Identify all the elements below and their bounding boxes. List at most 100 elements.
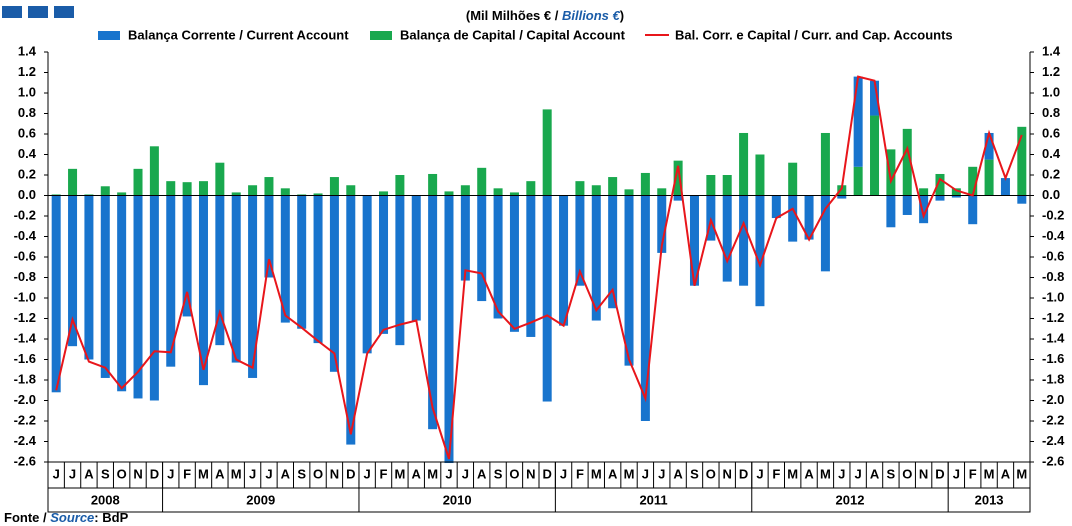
bar	[100, 195, 110, 378]
bar	[379, 195, 389, 334]
bar	[100, 186, 110, 196]
y-tick-label: -1.2	[14, 310, 36, 325]
y-tick-label: -0.6	[14, 248, 36, 263]
x-tick-label: D	[739, 466, 748, 481]
header-block	[54, 6, 74, 18]
x-tick-label: J	[167, 466, 174, 481]
bar	[820, 132, 830, 196]
bar	[460, 195, 470, 281]
x-tick-label: J	[953, 466, 960, 481]
bar	[248, 185, 258, 196]
bar	[657, 195, 667, 253]
y-tick-label: -0.4	[14, 228, 37, 243]
bar	[509, 192, 519, 196]
x-tick-label: J	[855, 466, 862, 481]
bar	[362, 195, 372, 354]
header-block	[2, 6, 22, 18]
x-tick-label: A	[281, 466, 291, 481]
bar	[919, 195, 929, 224]
y2-tick-label: 0.6	[1042, 125, 1060, 140]
x-tick-label: O	[509, 466, 519, 481]
bar	[559, 195, 569, 326]
year-label: 2013	[975, 492, 1004, 507]
y2-tick-label: 0.0	[1042, 187, 1060, 202]
x-tick-label: J	[560, 466, 567, 481]
x-tick-label: D	[935, 466, 944, 481]
bar	[739, 132, 749, 196]
bar	[853, 76, 863, 167]
x-tick-label: M	[624, 466, 635, 481]
y-tick-label: 0.6	[18, 125, 36, 140]
x-tick-label: S	[887, 466, 896, 481]
x-tick-label: F	[380, 466, 388, 481]
x-tick-label: M	[984, 466, 995, 481]
y2-tick-label: -2.0	[1042, 392, 1064, 407]
bar	[689, 195, 699, 286]
x-tick-label: J	[838, 466, 845, 481]
bar	[870, 115, 880, 196]
bar	[379, 191, 389, 196]
x-tick-label: O	[313, 466, 323, 481]
bar	[526, 195, 536, 337]
x-tick-label: J	[642, 466, 649, 481]
bar	[166, 181, 176, 196]
bar	[526, 181, 536, 196]
bar	[984, 159, 994, 196]
y2-tick-label: -0.6	[1042, 248, 1064, 263]
y2-tick-label: 0.4	[1042, 146, 1061, 161]
x-tick-label: A	[673, 466, 683, 481]
y-tick-label: -2.2	[14, 412, 36, 427]
bar	[264, 195, 274, 278]
y2-tick-label: -2.2	[1042, 412, 1064, 427]
x-tick-label: J	[249, 466, 256, 481]
bar	[444, 191, 454, 196]
x-tick-label: A	[84, 466, 94, 481]
x-tick-label: D	[542, 466, 551, 481]
bar	[902, 128, 912, 196]
bar	[722, 175, 732, 196]
bar	[886, 149, 896, 196]
year-label: 2011	[639, 492, 667, 507]
y-tick-label: 0.4	[18, 146, 37, 161]
bar	[182, 182, 192, 196]
x-tick-label: M	[231, 466, 242, 481]
bar	[591, 185, 601, 196]
bar	[984, 132, 994, 160]
x-tick-label: M	[787, 466, 798, 481]
x-tick-label: F	[969, 466, 977, 481]
bar	[428, 173, 438, 196]
bar	[313, 195, 323, 344]
x-tick-label: N	[330, 466, 339, 481]
x-tick-label: M	[820, 466, 831, 481]
bar	[542, 109, 552, 196]
x-tick-label: J	[756, 466, 763, 481]
bar	[1017, 126, 1027, 196]
x-tick-label: F	[183, 466, 191, 481]
legend-swatch	[370, 31, 392, 40]
bar	[935, 173, 945, 196]
source-pt: Fonte /	[4, 510, 50, 525]
bar	[198, 195, 208, 386]
x-tick-label: F	[772, 466, 780, 481]
y2-tick-label: -1.8	[1042, 371, 1064, 386]
bar	[215, 162, 225, 196]
bar	[820, 195, 830, 272]
bar	[117, 192, 127, 196]
y-tick-label: 1.0	[18, 84, 36, 99]
bar	[788, 162, 798, 196]
y-tick-label: -2.6	[14, 453, 36, 468]
x-tick-label: M	[198, 466, 209, 481]
bar	[640, 172, 650, 196]
x-tick-label: N	[133, 466, 142, 481]
x-tick-label: N	[526, 466, 535, 481]
legend-swatch	[98, 31, 120, 40]
bar	[591, 195, 601, 321]
bar	[264, 177, 274, 196]
bar	[231, 195, 241, 363]
bar	[493, 195, 503, 319]
x-tick-label: S	[494, 466, 503, 481]
x-tick-label: N	[723, 466, 732, 481]
bar	[722, 195, 732, 282]
x-tick-label: A	[608, 466, 618, 481]
bar	[706, 175, 716, 196]
